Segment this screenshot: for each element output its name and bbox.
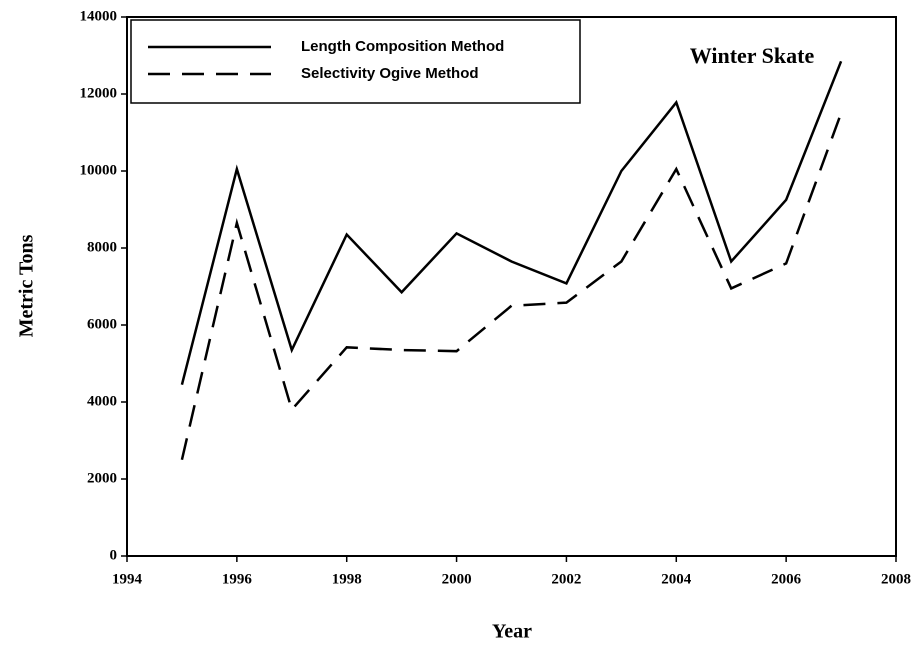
x-tick-label: 2006: [771, 571, 802, 587]
x-tick-label: 1996: [222, 571, 253, 587]
y-tick-label: 10000: [80, 162, 118, 178]
x-tick-label: 2000: [442, 571, 472, 587]
x-tick-label: 1994: [112, 571, 143, 587]
annotation: Winter Skate: [690, 43, 815, 68]
x-tick-label: 1998: [332, 571, 362, 587]
x-tick-label: 2004: [661, 571, 692, 587]
y-axis-label: Metric Tons: [16, 234, 38, 337]
y-tick-label: 6000: [87, 316, 117, 332]
y-tick-label: 14000: [80, 8, 118, 24]
x-tick-label: 2002: [551, 571, 581, 587]
y-tick-label: 12000: [80, 85, 118, 101]
line-series: [180, 112, 843, 461]
legend-label: Selectivity Ogive Method: [301, 65, 479, 82]
line-series: [180, 60, 843, 385]
y-tick-label: 0: [110, 547, 118, 563]
y-tick-label: 8000: [87, 239, 117, 255]
y-tick-label: 4000: [87, 393, 117, 409]
plot-frame: [126, 16, 897, 557]
legend-box: [130, 19, 581, 104]
x-tick-label: 2008: [881, 571, 911, 587]
y-tick-label: 2000: [87, 470, 117, 486]
x-axis-label: Year: [492, 621, 532, 643]
legend-label: Length Composition Method: [301, 38, 504, 55]
